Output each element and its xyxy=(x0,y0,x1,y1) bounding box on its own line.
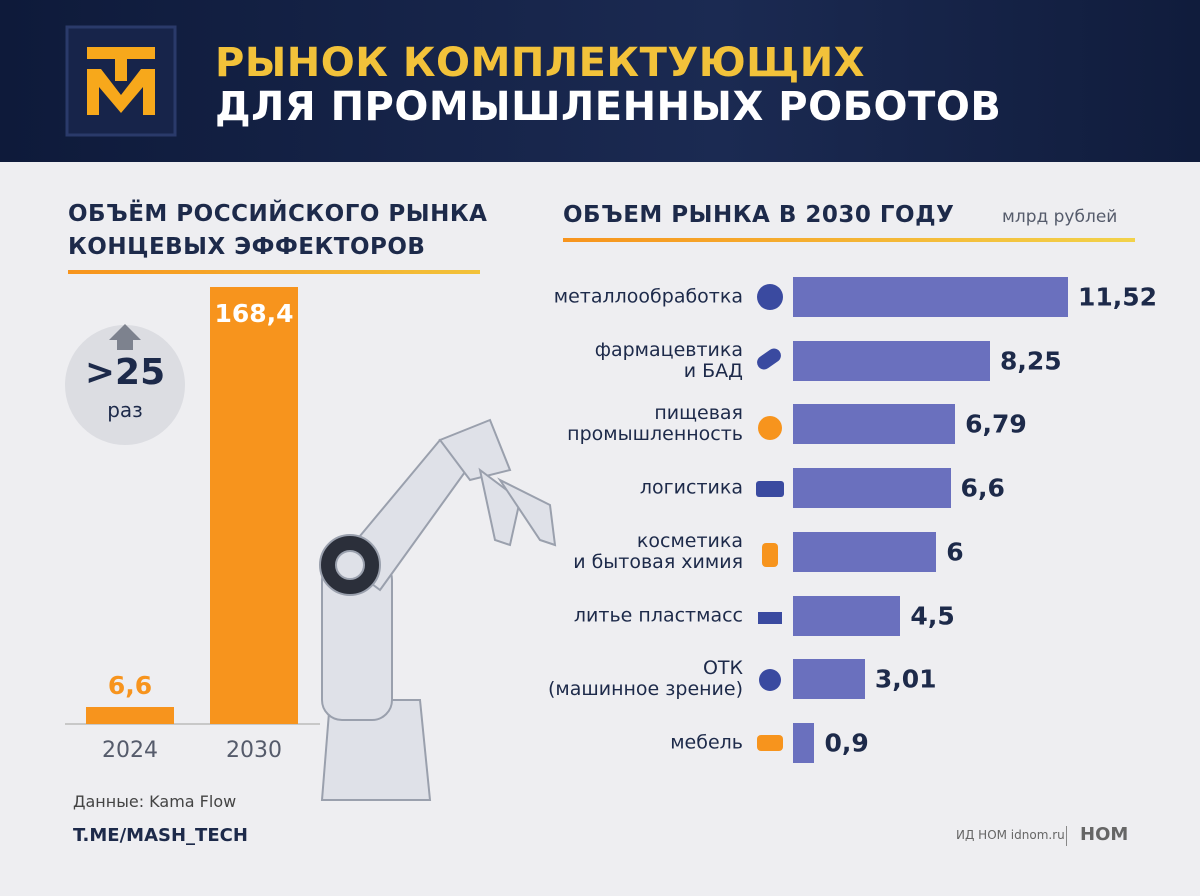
title-underline xyxy=(68,270,480,274)
category-label: фармацевтика и БАД xyxy=(594,338,743,382)
brand: НОМ xyxy=(1080,824,1129,845)
bar xyxy=(793,340,990,381)
value-label: 6,6 xyxy=(107,670,153,700)
bar xyxy=(793,659,865,700)
bar xyxy=(210,287,298,724)
category-label: ОТК (машинное зрение) xyxy=(547,657,743,701)
bar xyxy=(86,706,174,724)
value-label: 6 xyxy=(946,537,964,567)
title-underline xyxy=(563,238,1135,242)
source: Данные: Kama Flow xyxy=(73,792,237,811)
category-label: мебель xyxy=(670,731,743,754)
value-label: 11,52 xyxy=(1078,282,1158,312)
category-label: литье пластмасс xyxy=(573,604,743,626)
bar xyxy=(793,595,901,636)
annotation-badge xyxy=(65,324,185,445)
robot xyxy=(319,418,557,801)
unit-label: млрд рублей xyxy=(1002,207,1118,227)
value-label: 8,25 xyxy=(999,346,1062,376)
x-tick-label: 2024 xyxy=(102,738,158,763)
publisher: ИД НОМ idnom.ru xyxy=(956,828,1065,842)
annotation: раз xyxy=(107,398,143,422)
bar xyxy=(793,404,956,445)
category-label: логистика xyxy=(639,476,743,499)
value-label: 3,01 xyxy=(874,664,937,694)
divider xyxy=(1066,826,1067,846)
header: РЫНОК КОМПЛЕКТУЮЩИХ ДЛЯ ПРОМЫШЛЕННЫХ РОБ… xyxy=(0,0,1200,162)
channel: T.ME/MASH_TECH xyxy=(73,825,248,846)
annotation: >25 xyxy=(84,352,166,393)
title-line: ДЛЯ ПРОМЫШЛЕННЫХ РОБОТОВ xyxy=(215,84,1002,130)
icons xyxy=(756,284,784,751)
category-label: пищевая промышленность xyxy=(567,402,743,446)
category-label: металлообработка xyxy=(553,285,743,308)
value-label: 6,79 xyxy=(965,409,1027,439)
bar xyxy=(793,277,1068,317)
value-label: 0,9 xyxy=(824,728,869,758)
bar xyxy=(793,468,951,509)
value-label: 4,5 xyxy=(910,601,955,630)
bar xyxy=(793,531,937,572)
chart-title: ОБЪЁМ РОССИЙСКОГО РЫНКА КОНЦЕВЫХ ЭФФЕКТО… xyxy=(68,201,488,260)
value-label: 168,4 xyxy=(214,299,294,328)
x-tick-label: 2030 xyxy=(226,738,282,763)
title-line: РЫНОК КОМПЛЕКТУЮЩИХ xyxy=(215,40,866,86)
chart-title: ОБЪЕМ РЫНКА В 2030 ГОДУ xyxy=(563,202,955,228)
logo xyxy=(65,25,177,137)
bar xyxy=(793,722,815,763)
category-label: косметика и бытовая химия xyxy=(573,529,743,573)
value-label: 6,6 xyxy=(960,473,1005,503)
